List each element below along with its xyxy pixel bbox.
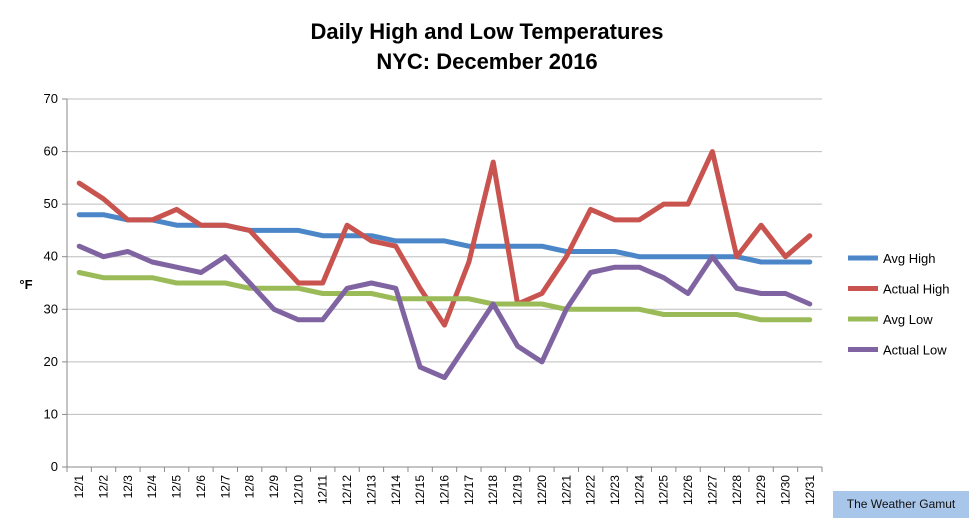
x-tick-label: 12/9 <box>267 475 281 499</box>
series-line-avg-low <box>76 270 813 323</box>
series-lines <box>76 149 813 381</box>
x-tick-label: 12/31 <box>803 475 817 505</box>
x-tick-label: 12/3 <box>121 475 135 499</box>
legend-label: Actual Low <box>883 343 947 358</box>
chart-subtitle: NYC: December 2016 <box>376 49 598 74</box>
x-tick-label: 12/14 <box>389 475 403 505</box>
series-line-actual-low <box>76 243 813 381</box>
x-tick-label: 12/20 <box>535 475 549 505</box>
x-axis-ticks: 12/1 12/2 12/3 12/4 12/5 12/6 12/7 12/8 12/9 12/1… <box>66 467 823 505</box>
legend-label: Avg Low <box>883 312 933 327</box>
x-tick-label: 12/8 <box>243 475 257 499</box>
x-tick-label: 12/6 <box>194 475 208 499</box>
x-tick-label: 12/29 <box>754 475 768 505</box>
y-axis-ticks: 0 10 20 30 40 50 60 70 <box>44 91 67 474</box>
gridlines <box>66 98 822 468</box>
x-tick-label: 12/1 <box>72 475 86 499</box>
x-tick-label: 12/10 <box>291 475 305 505</box>
x-tick-label: 12/30 <box>778 475 792 505</box>
x-tick-label: 12/11 <box>316 475 330 504</box>
x-tick-label: 12/12 <box>340 475 354 505</box>
x-tick-label: 12/21 <box>559 475 573 505</box>
y-tick-label: 60 <box>44 144 58 159</box>
x-tick-label: 12/24 <box>632 475 646 505</box>
y-axis-label: °F <box>19 277 32 292</box>
x-tick-label: 12/26 <box>681 475 695 505</box>
watermark-badge: The Weather Gamut <box>833 491 969 518</box>
x-tick-label: 12/5 <box>170 475 184 499</box>
chart-title: Daily High and Low Temperatures <box>310 19 664 44</box>
x-tick-label: 12/4 <box>145 475 159 499</box>
legend-label: Avg High <box>883 251 936 266</box>
x-tick-label: 12/2 <box>97 475 111 499</box>
y-tick-label: 50 <box>44 196 58 211</box>
x-tick-label: 12/22 <box>584 475 598 505</box>
x-tick-label: 12/7 <box>218 475 232 499</box>
legend: Avg High Actual High Avg Low Actual Low <box>848 251 949 358</box>
x-tick-label: 12/17 <box>462 475 476 505</box>
y-tick-label: 10 <box>44 406 58 421</box>
y-tick-label: 30 <box>44 301 58 316</box>
x-tick-label: 12/27 <box>705 475 719 505</box>
y-tick-label: 0 <box>51 459 58 474</box>
series-line-actual-high <box>76 149 813 328</box>
x-tick-label: 12/13 <box>364 475 378 505</box>
y-tick-label: 40 <box>44 249 58 264</box>
x-tick-label: 12/28 <box>730 475 744 505</box>
y-tick-label: 20 <box>44 354 58 369</box>
x-tick-label: 12/23 <box>608 475 622 505</box>
y-tick-label: 70 <box>44 91 58 106</box>
series-line-avg-high <box>76 212 813 265</box>
x-tick-label: 12/18 <box>486 475 500 505</box>
legend-label: Actual High <box>883 282 949 297</box>
x-tick-label: 12/25 <box>657 475 671 505</box>
x-tick-label: 12/15 <box>413 475 427 505</box>
x-tick-label: 12/19 <box>511 475 525 505</box>
x-tick-label: 12/16 <box>438 475 452 505</box>
